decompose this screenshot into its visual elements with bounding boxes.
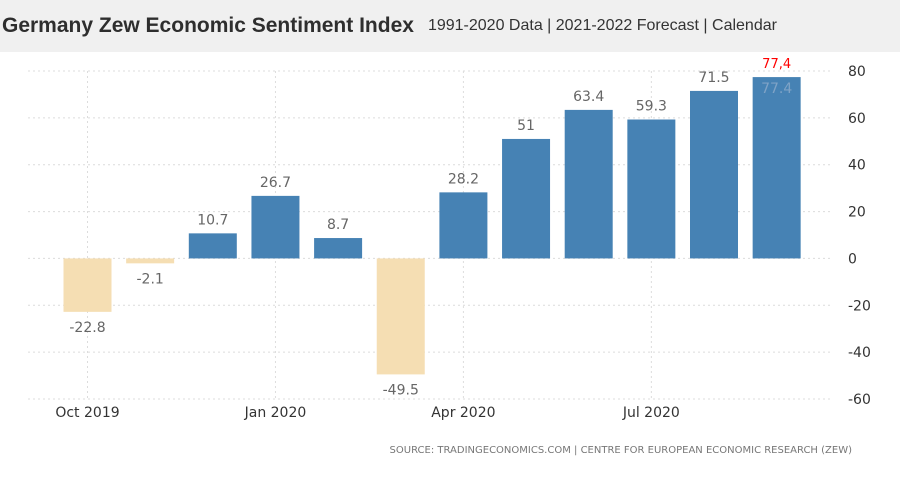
y-tick-label: -20 xyxy=(848,298,871,314)
chart-subtitle-links[interactable]: 1991-2020 Data | 2021-2022 Forecast | Ca… xyxy=(427,17,777,34)
bar-value-label: 10.7 xyxy=(197,212,228,228)
y-tick-label: 60 xyxy=(848,111,866,127)
y-tick-label: 20 xyxy=(848,205,866,221)
bar-value-label: -2.1 xyxy=(136,271,163,287)
bar-value-label: 26.7 xyxy=(260,175,291,191)
bar xyxy=(627,119,676,259)
bar xyxy=(314,238,363,259)
source-note: SOURCE: TRADINGECONOMICS.COM | CENTRE FO… xyxy=(390,445,853,456)
x-tick-label: Oct 2019 xyxy=(55,405,119,421)
bar xyxy=(690,90,738,259)
chart-area: 80 60 40 20 0 -20 -40 -60 -22.8 -2.1 10.7 26.7 8.7 -4… xyxy=(0,52,900,474)
x-tick-label: Jul 2020 xyxy=(622,405,680,421)
bar xyxy=(251,195,300,259)
bar xyxy=(376,258,425,375)
bar xyxy=(63,258,112,312)
x-tick-label: Jan 2020 xyxy=(244,405,307,421)
bar xyxy=(564,109,613,259)
bar xyxy=(439,192,488,259)
bar-value-label: 59.3 xyxy=(636,98,667,114)
bar xyxy=(126,258,175,264)
bar-value-label: 71.5 xyxy=(698,70,729,86)
bar-chart: 80 60 40 20 0 -20 -40 -60 -22.8 -2.1 10.7 26.7 8.7 -4… xyxy=(28,57,871,456)
y-tick-label: 80 xyxy=(848,64,866,80)
bar xyxy=(752,77,801,259)
bar-value-label: -49.5 xyxy=(383,382,419,398)
chart-header: Germany Zew Economic Sentiment Index 199… xyxy=(0,0,900,52)
latest-value-label: 77,4 xyxy=(762,57,791,72)
y-tick-label: 0 xyxy=(848,251,857,267)
bar-value-label: 77.4 xyxy=(761,81,792,97)
chart-title: Germany Zew Economic Sentiment Index xyxy=(2,14,414,37)
y-tick-label: -60 xyxy=(848,392,871,408)
y-tick-label: 40 xyxy=(848,158,866,174)
bar xyxy=(188,233,237,259)
bar xyxy=(502,138,551,259)
bar-value-label: 8.7 xyxy=(327,217,349,233)
bar-value-label: -22.8 xyxy=(69,320,105,336)
bar-value-label: 51 xyxy=(517,118,535,134)
bar-value-label: 28.2 xyxy=(448,171,479,187)
bar-value-label: 63.4 xyxy=(573,89,604,105)
y-tick-label: -40 xyxy=(848,345,871,361)
x-tick-label: Apr 2020 xyxy=(431,405,495,421)
